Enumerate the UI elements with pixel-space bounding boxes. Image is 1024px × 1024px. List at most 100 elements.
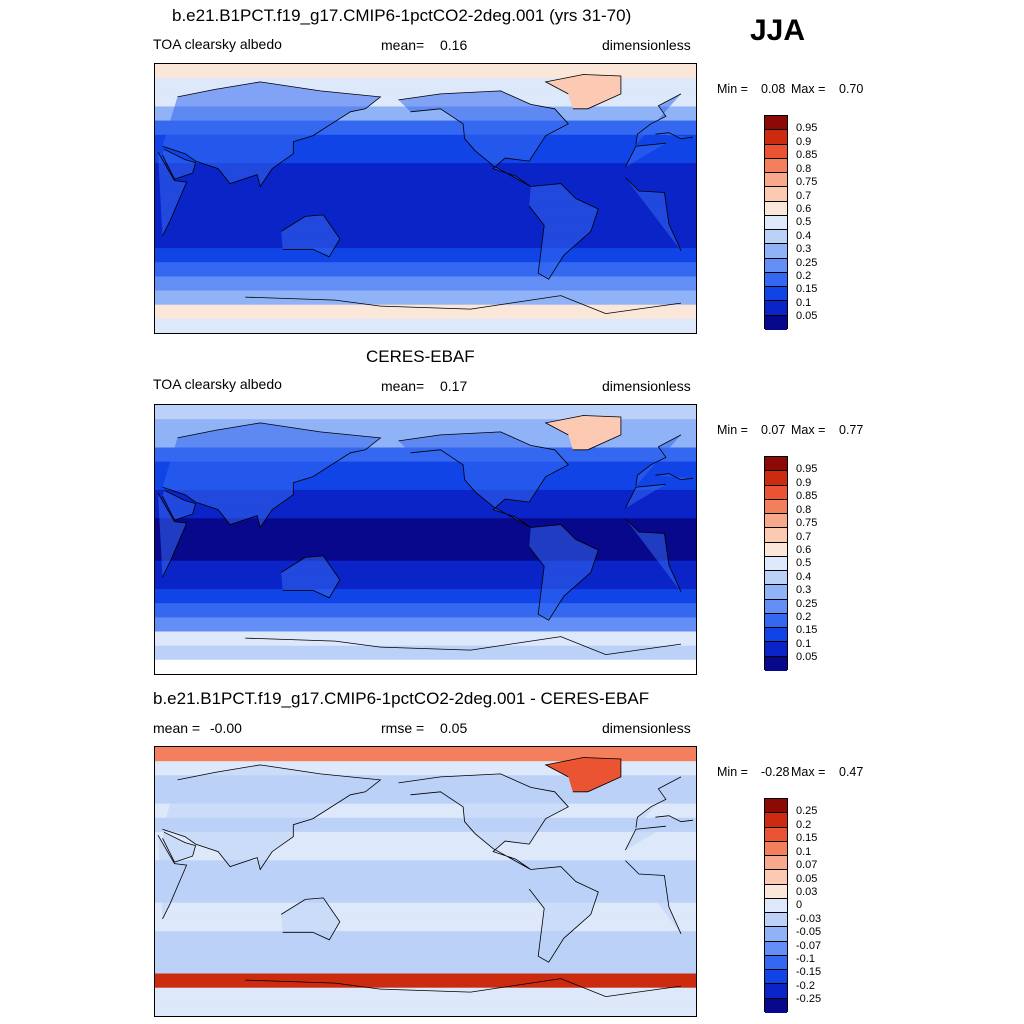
coastline — [280, 555, 341, 599]
zonal-band — [155, 945, 696, 960]
zonal-band — [155, 504, 696, 519]
panel1-map — [154, 63, 697, 334]
panel1-max-value: 0.70 — [839, 82, 864, 96]
greenland-ice — [545, 74, 621, 109]
coastline — [245, 295, 682, 315]
colorbar-tick-label: 0.2 — [796, 270, 812, 282]
colorbar-tick-label: 0.2 — [796, 611, 812, 623]
land-region — [529, 866, 599, 963]
coastline — [528, 183, 599, 280]
land-region — [529, 183, 599, 280]
colorbar-box — [765, 642, 787, 657]
panel3-max-value: 0.47 — [839, 765, 864, 779]
panel3-mean-label: mean = — [153, 720, 201, 736]
colorbar-tick-label: 0.95 — [796, 463, 818, 475]
land-region — [281, 555, 340, 598]
colorbar-tick-label: 0.25 — [796, 805, 818, 817]
colorbar-box — [765, 585, 787, 600]
panel2-min-value: 0.07 — [761, 423, 786, 437]
colorbar-tick-label: 0.8 — [796, 163, 812, 175]
coastline — [157, 483, 682, 592]
zonal-band — [155, 276, 696, 292]
colorbar-box — [765, 856, 787, 871]
panel1-units: dimensionless — [602, 37, 691, 53]
colorbar-tick-label: 0.03 — [796, 886, 818, 898]
colorbar-box — [765, 898, 787, 914]
colorbar-tick-label: 0.25 — [796, 598, 818, 610]
panel2-variable-label: TOA clearsky albedo — [153, 376, 282, 392]
coastline — [398, 773, 569, 870]
colorbar-box — [765, 287, 787, 302]
colorbar-box — [765, 201, 787, 216]
coastline — [162, 489, 197, 521]
greenland-ice — [545, 757, 621, 792]
colorbar-box — [765, 841, 787, 857]
coastline — [544, 415, 622, 451]
colorbar-tick-label: 0.8 — [796, 504, 812, 516]
coastline — [162, 764, 694, 871]
coastline — [157, 142, 682, 251]
zonal-band — [155, 747, 696, 762]
colorbar-box — [765, 571, 787, 586]
colorbar-box — [765, 158, 787, 174]
greenland-ice — [545, 415, 621, 450]
zonal-band — [155, 902, 696, 918]
colorbar-tick-label: -0.25 — [796, 993, 822, 1005]
colorbar-box — [765, 144, 787, 159]
colorbar-tick-label: 0.05 — [796, 873, 818, 885]
colorbar-tick-label: 0.15 — [796, 283, 818, 295]
zonal-band — [155, 1001, 696, 1016]
coastline — [528, 524, 599, 621]
panel1-mean-label: mean= — [381, 37, 425, 53]
colorbar-box — [765, 301, 787, 316]
colorbar-box — [765, 116, 787, 131]
colorbar-box — [765, 485, 787, 500]
panel1-mean-value: 0.16 — [440, 37, 468, 53]
colorbar-box — [765, 941, 787, 956]
colorbar-tick-label: 0.7 — [796, 190, 812, 202]
panel2-map — [154, 404, 697, 675]
land-region — [398, 431, 569, 528]
zonal-band — [155, 191, 696, 207]
panel2-colorbar — [764, 456, 788, 671]
panel1-title: b.e21.B1PCT.f19_g17.CMIP6-1pctCO2-2deg.0… — [172, 6, 632, 25]
colorbar-tick-label: -0.05 — [796, 926, 822, 938]
panel2-mean-value: 0.17 — [440, 378, 468, 394]
colorbar-box — [765, 514, 787, 529]
coastline — [162, 148, 197, 180]
colorbar-box — [765, 173, 787, 188]
colorbar-tick-label: -0.1 — [796, 953, 815, 965]
colorbar-box — [765, 984, 787, 999]
colorbar-box — [765, 230, 787, 245]
colorbar-tick-label: 0.85 — [796, 490, 818, 502]
land-region — [529, 524, 599, 621]
coastline — [280, 897, 341, 941]
land-region — [162, 422, 693, 528]
coastline — [157, 825, 682, 934]
colorbar-tick-label: 0.75 — [796, 176, 818, 188]
coastline — [162, 831, 197, 863]
land-region — [398, 90, 569, 187]
land-region — [162, 81, 693, 187]
zonal-band — [155, 405, 696, 420]
zonal-band — [155, 846, 696, 861]
colorbar-box — [765, 827, 787, 842]
coastline — [162, 81, 694, 188]
panel2-map-plot — [155, 405, 696, 674]
colorbar-tick-label: 0.7 — [796, 531, 812, 543]
colorbar-box — [765, 884, 787, 899]
colorbar-tick-label: 0.5 — [796, 557, 812, 569]
colorbar-tick-label: -0.03 — [796, 913, 822, 925]
coastline — [398, 90, 569, 187]
colorbar-box — [765, 556, 787, 572]
colorbar-box — [765, 970, 787, 985]
zonal-band — [155, 659, 696, 674]
colorbar-box — [765, 542, 787, 557]
colorbar-box — [765, 457, 787, 472]
zonal-band — [155, 645, 696, 661]
zonal-band — [155, 916, 696, 932]
zonal-band — [155, 574, 696, 590]
zonal-band — [155, 262, 696, 277]
panel2-units: dimensionless — [602, 378, 691, 394]
colorbar-box — [765, 130, 787, 145]
